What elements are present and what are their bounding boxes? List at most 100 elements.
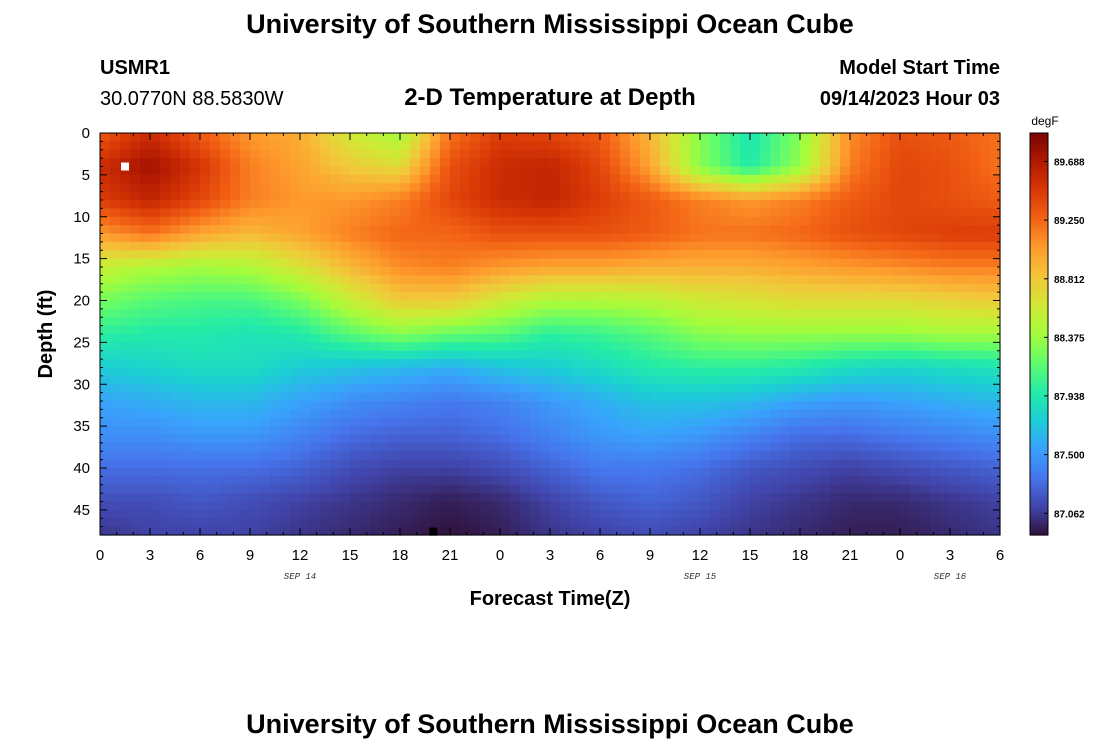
heatmap-cell — [240, 174, 251, 184]
heatmap-cell — [160, 375, 171, 385]
heatmap-cell — [570, 267, 581, 276]
heatmap-cell — [470, 174, 481, 184]
heatmap-cell — [620, 158, 631, 168]
heatmap-cell — [710, 317, 721, 327]
heatmap-cell — [980, 350, 991, 360]
heatmap-cell — [360, 241, 371, 251]
heatmap-cell — [780, 133, 791, 142]
heatmap-cell — [450, 258, 461, 268]
heatmap-cell — [290, 384, 301, 394]
heatmap-cell — [620, 233, 631, 243]
heatmap-cell — [200, 384, 211, 394]
heatmap-cell — [510, 133, 521, 142]
heatmap-cell — [690, 174, 701, 184]
heatmap-cell — [150, 526, 161, 536]
heatmap-cell — [920, 275, 931, 285]
heatmap-cell — [140, 200, 151, 209]
heatmap-cell — [840, 350, 851, 360]
heatmap-cell — [280, 350, 291, 360]
heatmap-cell — [710, 367, 721, 377]
heatmap-cell — [870, 342, 881, 352]
heatmap-cell — [530, 484, 541, 494]
heatmap-cell — [160, 133, 171, 142]
heatmap-cell — [380, 208, 391, 218]
heatmap-cell — [610, 451, 621, 461]
heatmap-cell — [410, 392, 421, 402]
heatmap-cell — [120, 258, 131, 268]
heatmap-cell — [340, 233, 351, 243]
heatmap-cell — [560, 459, 571, 469]
heatmap-cell — [460, 216, 471, 226]
heatmap-cell — [380, 350, 391, 360]
heatmap-cell — [840, 392, 851, 402]
colorbar-segment — [1030, 166, 1048, 171]
heatmap-cell — [250, 359, 261, 369]
heatmap-cell — [640, 208, 651, 218]
heatmap-cell — [440, 384, 451, 394]
heatmap-cell — [190, 191, 201, 201]
heatmap-cell — [600, 426, 611, 436]
heatmap-cell — [410, 241, 421, 251]
heatmap-cell — [940, 158, 951, 168]
heatmap-cell — [280, 518, 291, 528]
heatmap-cell — [660, 250, 671, 260]
heatmap-cell — [280, 225, 291, 235]
heatmap-cell — [240, 426, 251, 436]
heatmap-cell — [980, 166, 991, 176]
heatmap-cell — [380, 133, 391, 142]
heatmap-cell — [390, 258, 401, 268]
heatmap-cell — [580, 442, 591, 452]
heatmap-cell — [210, 183, 221, 193]
heatmap-cell — [270, 384, 281, 394]
heatmap-cell — [690, 459, 701, 469]
heatmap-cell — [920, 375, 931, 385]
heatmap-cell — [910, 518, 921, 528]
heatmap-cell — [720, 334, 731, 343]
heatmap-cell — [230, 166, 241, 176]
heatmap-cell — [280, 275, 291, 285]
heatmap-cell — [270, 300, 281, 310]
colorbar-segment — [1030, 508, 1048, 513]
heatmap-cell — [560, 359, 571, 369]
heatmap-cell — [110, 208, 121, 218]
heatmap-cell — [480, 174, 491, 184]
heatmap-cell — [790, 526, 801, 536]
heatmap-cell — [550, 317, 561, 327]
heatmap-cell — [750, 442, 761, 452]
heatmap-cell — [980, 158, 991, 168]
heatmap-cell — [680, 434, 691, 444]
heatmap-cell — [480, 350, 491, 360]
heatmap-cell — [790, 493, 801, 503]
heatmap-cell — [410, 501, 421, 511]
heatmap-cell — [270, 484, 281, 494]
heatmap-cell — [740, 501, 751, 511]
heatmap-cell — [410, 334, 421, 343]
heatmap-cell — [740, 267, 751, 276]
heatmap-cell — [140, 208, 151, 218]
heatmap-cell — [520, 359, 531, 369]
heatmap-cell — [600, 409, 611, 419]
heatmap-cell — [840, 283, 851, 293]
heatmap-cell — [360, 409, 371, 419]
heatmap-cell — [910, 334, 921, 343]
heatmap-cell — [720, 166, 731, 176]
heatmap-cell — [210, 317, 221, 327]
heatmap-cell — [590, 375, 601, 385]
heatmap-cell — [960, 359, 971, 369]
heatmap-cell — [790, 426, 801, 436]
heatmap-cell — [260, 451, 271, 461]
heatmap-cell — [870, 208, 881, 218]
heatmap-cell — [140, 216, 151, 226]
heatmap-cell — [510, 409, 521, 419]
heatmap-cell — [350, 174, 361, 184]
heatmap-cell — [620, 426, 631, 436]
heatmap-cell — [400, 509, 411, 519]
heatmap-cell — [990, 384, 1001, 394]
heatmap-cell — [910, 300, 921, 310]
heatmap-cell — [150, 292, 161, 302]
heatmap-cell — [950, 401, 961, 410]
heatmap-cell — [440, 267, 451, 276]
heatmap-cell — [760, 459, 771, 469]
heatmap-cell — [340, 417, 351, 427]
heatmap-cell — [470, 334, 481, 343]
